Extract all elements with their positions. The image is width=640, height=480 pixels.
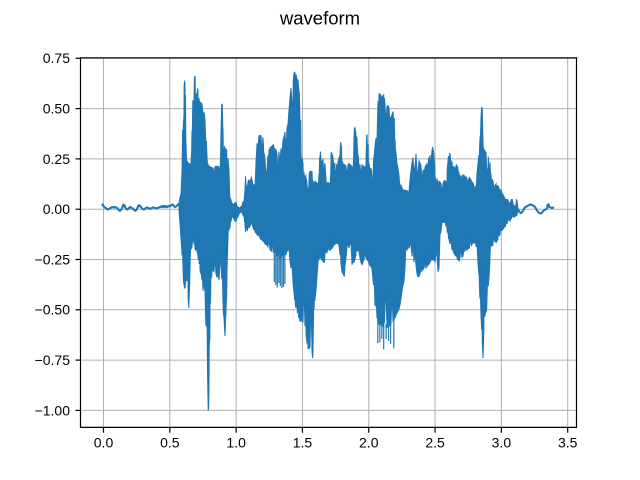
svg-text:1.0: 1.0 [226,435,246,451]
svg-text:3.5: 3.5 [558,435,578,451]
svg-text:3.0: 3.0 [492,435,512,451]
svg-text:−1.00: −1.00 [35,402,71,418]
svg-text:0.0: 0.0 [94,435,114,451]
svg-text:0.75: 0.75 [43,50,70,66]
svg-text:1.5: 1.5 [293,435,313,451]
svg-text:waveform: waveform [279,8,360,29]
svg-text:2.0: 2.0 [359,435,379,451]
svg-text:−0.25: −0.25 [35,251,71,267]
svg-text:2.5: 2.5 [425,435,445,451]
svg-text:0.25: 0.25 [43,151,70,167]
svg-text:0.00: 0.00 [43,201,70,217]
svg-text:−0.50: −0.50 [35,302,71,318]
svg-text:0.5: 0.5 [160,435,180,451]
svg-text:0.50: 0.50 [43,101,70,117]
svg-text:−0.75: −0.75 [35,352,71,368]
